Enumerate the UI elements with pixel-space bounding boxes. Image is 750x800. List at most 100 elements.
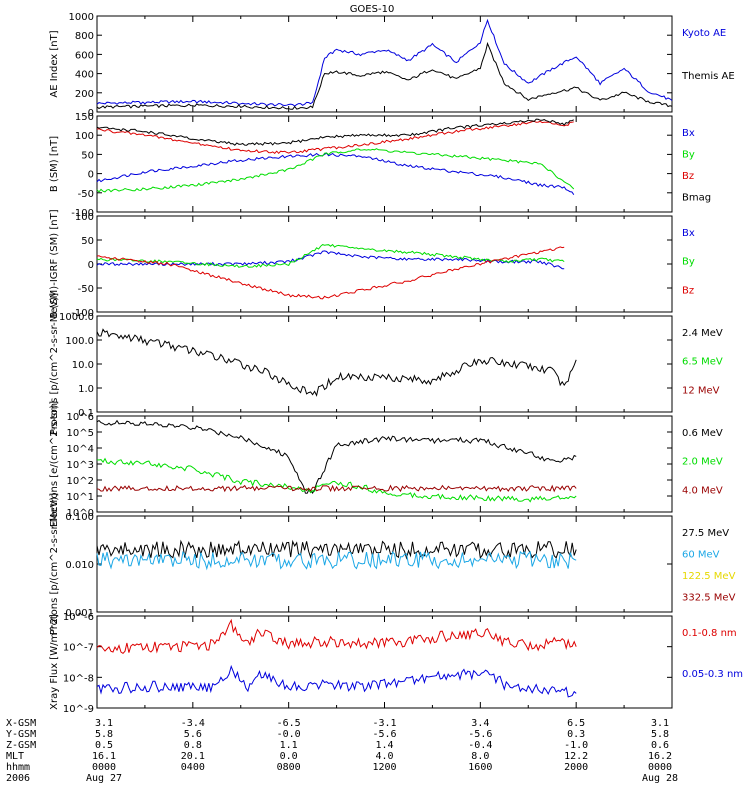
ephemeris-value: 0.6 xyxy=(650,740,670,751)
y-tick-label: 1.0 xyxy=(78,384,94,395)
panel-frame xyxy=(96,315,673,413)
y-tick-label: 100.0 xyxy=(65,336,94,347)
y-axis-label: Protons [p/(cm^2-s-sr-MeV)] xyxy=(49,293,60,435)
panel-frame xyxy=(96,415,673,513)
ephemeris-row-label: Y-GSM xyxy=(6,729,37,740)
legend-entry: 0.6 MeV xyxy=(682,428,723,439)
y-tick-label: 10^6 xyxy=(67,412,94,423)
legend-entry: 4.0 MeV xyxy=(682,485,723,496)
y-axis-label: Electrons [e/(cm^2-s-sr)] xyxy=(49,401,60,527)
panel-protons_high: 0.001 0.010 0.100 Protons [p/(cm^2-s-sr-MeV… xyxy=(49,493,736,635)
y-tick-label: 50 xyxy=(81,150,94,161)
ephemeris-value: -6.5 xyxy=(276,718,301,729)
y-tick-label: 10^1 xyxy=(67,492,94,503)
ephemeris-value: 3.1 xyxy=(650,718,670,729)
ephemeris-value: 4.0 xyxy=(375,751,394,762)
y-tick-label: -50 xyxy=(78,189,94,200)
y-tick-label: 0.1 xyxy=(78,408,94,419)
ephemeris-value: -1.0 xyxy=(564,740,589,751)
y-tick-label: 10^0 xyxy=(67,508,94,519)
legend-entry: Kyoto AE xyxy=(682,28,726,39)
legend-entry: 0.05-0.3 nm xyxy=(682,669,743,680)
y-tick-label: 10^5 xyxy=(67,428,94,439)
ephemeris-value: 0400 xyxy=(180,762,205,773)
y-tick-label: -50 xyxy=(78,284,94,295)
ephemeris-value: 1.1 xyxy=(279,740,298,751)
ephemeris-value: 3.4 xyxy=(471,718,490,729)
series-line-2-0-mev xyxy=(96,457,577,503)
ephemeris-value: 0.8 xyxy=(183,740,202,751)
ephemeris-value: Aug 27 xyxy=(85,773,123,784)
y-tick-label: 0 xyxy=(88,170,94,181)
legend-entry: Bmag xyxy=(682,193,711,204)
ephemeris-value: 0000 xyxy=(647,762,673,773)
y-tick-label: -100 xyxy=(71,308,94,319)
ephemeris-value: 0800 xyxy=(276,762,301,773)
ephemeris-row-label: 2006 xyxy=(6,773,31,784)
panel-electrons: 10^0 10^1 10^2 10^3 10^4 10^5 10^6 Electrons [e… xyxy=(49,401,723,527)
ephemeris-value: Aug 28 xyxy=(641,773,679,784)
y-tick-label: 10^4 xyxy=(67,444,94,455)
y-tick-label: 1000 xyxy=(69,12,94,23)
y-axis-label: AE Index [nT] xyxy=(49,30,60,97)
legend-entry: Bz xyxy=(682,171,694,182)
figure-title: GOES-10 xyxy=(350,4,395,15)
y-tick-label: -100 xyxy=(71,208,94,219)
legend-entry: 0.1-0.8 nm xyxy=(682,628,737,639)
ephemeris-row-label: MLT xyxy=(6,751,25,762)
ephemeris-value: -5.6 xyxy=(372,729,397,740)
y-axis-label: B (SM)-IGRF (SM) [nT] xyxy=(49,209,60,318)
y-tick-label: 800 xyxy=(75,31,94,42)
panel-ae_index: 0 200 400 600 800 1000 AE Index [nT] Kyoto AE Th… xyxy=(49,12,735,119)
y-tick-label: 10^-8 xyxy=(63,673,94,684)
ephemeris-value: -0.4 xyxy=(468,740,493,751)
legend-entry: 12 MeV xyxy=(682,385,720,396)
legend-entry: By xyxy=(682,150,695,161)
y-tick-label: 200 xyxy=(75,89,94,100)
ephemeris-value: 20.1 xyxy=(180,751,205,762)
legend-entry: 332.5 MeV xyxy=(682,593,736,604)
y-tick-label: 0.100 xyxy=(65,512,94,523)
ephemeris-value: 3.1 xyxy=(94,718,114,729)
panel-frame xyxy=(96,615,673,709)
ephemeris-value: 2000 xyxy=(564,762,589,773)
y-tick-label: 0 xyxy=(88,108,94,119)
series-line-by xyxy=(96,243,565,268)
ephemeris-value: 0.5 xyxy=(94,740,114,751)
ephemeris-value: -3.1 xyxy=(372,718,397,729)
legend-entry: 2.4 MeV xyxy=(682,328,723,339)
legend-entry: 27.5 MeV xyxy=(682,528,729,539)
y-tick-label: 100 xyxy=(75,131,94,142)
y-tick-label: 400 xyxy=(75,70,94,81)
series-line-bz xyxy=(96,120,574,155)
y-tick-label: 100 xyxy=(75,212,94,223)
ephemeris-value: 0.3 xyxy=(567,729,586,740)
series-line-27-5-mev xyxy=(96,539,577,560)
ephemeris-value: 5.6 xyxy=(183,729,202,740)
legend-entry: Bz xyxy=(682,285,694,296)
series-line-bz xyxy=(96,246,565,300)
y-tick-label: 150 xyxy=(75,112,94,123)
series-line-0-6-mev xyxy=(96,419,577,495)
ephemeris-row-label: hhmm xyxy=(6,762,31,773)
legend-entry: By xyxy=(682,257,695,268)
series-line-2-4-mev xyxy=(96,328,577,397)
series-line-0-1-0-8-nm xyxy=(96,618,577,655)
ephemeris-value: 0000 xyxy=(91,762,117,773)
ephemeris-value: -0.0 xyxy=(276,729,301,740)
ephemeris-value: 1200 xyxy=(372,762,397,773)
legend-entry: 6.5 MeV xyxy=(682,357,723,368)
y-tick-label: 10^3 xyxy=(67,460,94,471)
legend-entry: 122.5 MeV xyxy=(682,571,736,582)
legend-entry: 2.0 MeV xyxy=(682,457,723,468)
legend-entry: Themis AE xyxy=(681,71,735,82)
ephemeris-value: 16.2 xyxy=(647,751,673,762)
panel-b_igrf: -100 -50 0 50 100 B (SM)-IGRF (SM) [nT] Bx By Bz xyxy=(49,209,695,319)
series-line-kyoto-ae xyxy=(96,18,673,107)
series-line-bx xyxy=(96,152,575,195)
ephemeris-row-label: Z-GSM xyxy=(6,740,37,751)
ephemeris-value: 0.0 xyxy=(279,751,298,762)
y-tick-label: 10^2 xyxy=(67,476,94,487)
ephemeris-value: 16.1 xyxy=(91,751,117,762)
